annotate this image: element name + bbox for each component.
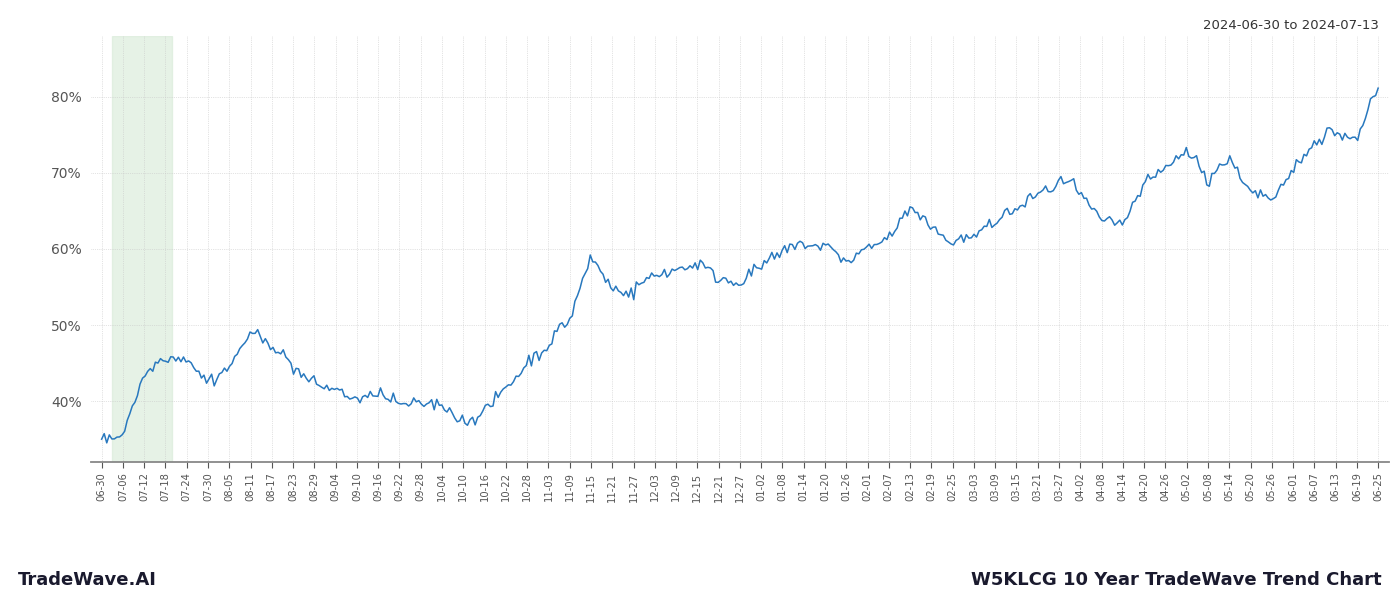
Text: TradeWave.AI: TradeWave.AI [18,571,157,589]
Text: 2024-06-30 to 2024-07-13: 2024-06-30 to 2024-07-13 [1203,19,1379,32]
Text: W5KLCG 10 Year TradeWave Trend Chart: W5KLCG 10 Year TradeWave Trend Chart [972,571,1382,589]
Bar [112,36,172,462]
